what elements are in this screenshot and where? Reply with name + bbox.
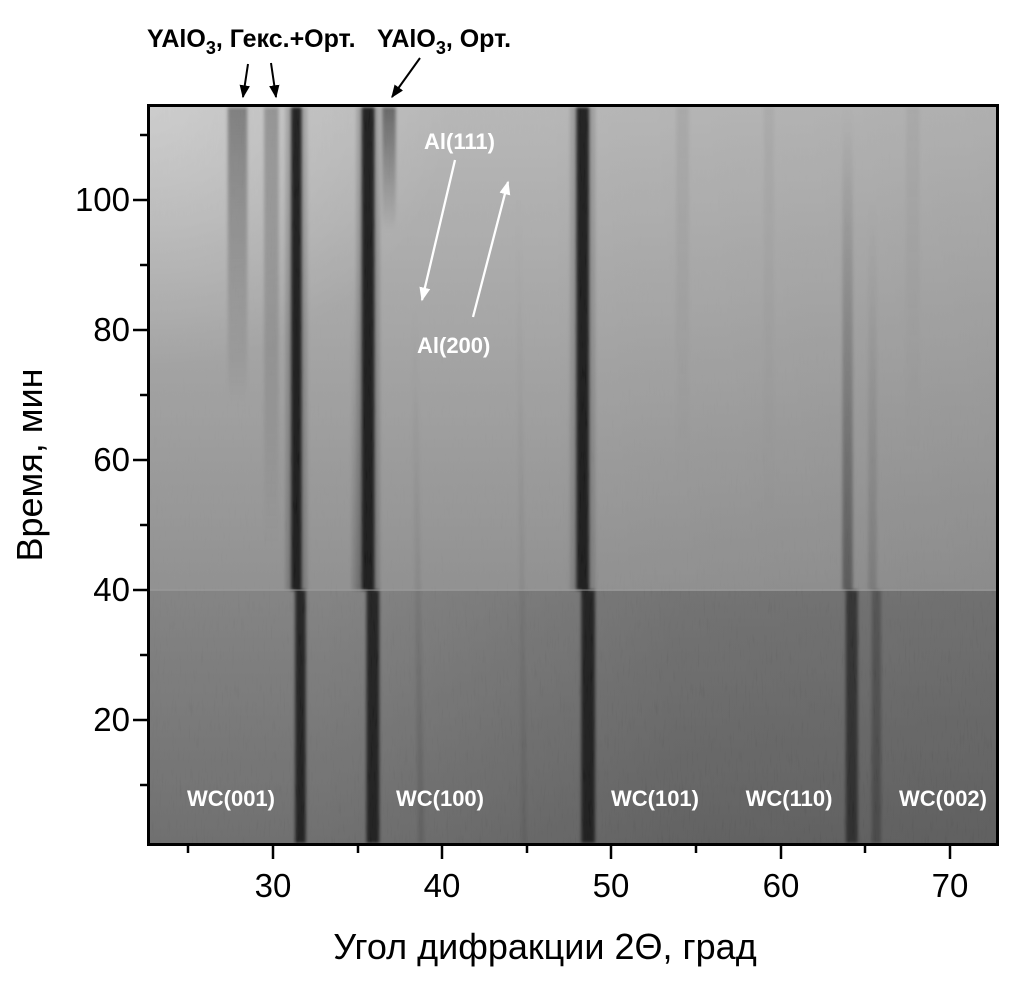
yalo3-hex-arrow-1: [239, 63, 250, 99]
al111-arrow: [419, 159, 457, 302]
yalo3-hex-ort-label: YAlO3, Гекс.+Орт.: [147, 25, 356, 58]
yalo3-hex-arrow-2: [269, 62, 280, 99]
y-axis-title: Время, мин: [9, 368, 50, 561]
yalo3-ort-arrow: [391, 57, 421, 99]
x-tick-labels: 30 40 50 60 70: [255, 867, 969, 904]
wc100-label: WC(100): [396, 786, 484, 811]
wc001-label: WC(001): [187, 786, 275, 811]
x-tick-label: 40: [424, 867, 461, 904]
wc002-label: WC(002): [899, 786, 987, 811]
heatmap-plot-area: [150, 107, 996, 843]
wc-peak-labels: WC(001) WC(100) WC(101) WC(110) WC(002): [187, 786, 987, 811]
al200-label: Al(200): [417, 333, 490, 358]
wc101-label: WC(101): [611, 786, 699, 811]
y-tick-label: 100: [75, 181, 130, 218]
detector-noise-texture: [150, 107, 996, 843]
yalo3-ort-label: YAlO3, Орт.: [377, 25, 511, 58]
x-tick-label: 30: [255, 867, 292, 904]
al200-arrow: [471, 180, 511, 318]
x-axis-ticks: [186, 845, 952, 859]
x-tick-label: 70: [932, 867, 969, 904]
x-tick-label: 60: [763, 867, 800, 904]
y-tick-label: 20: [93, 701, 130, 738]
plot-frame: [147, 104, 999, 846]
y-tick-label: 60: [93, 441, 130, 478]
y-axis-ticks: [133, 133, 147, 787]
x-axis-title: Угол дифракции 2Θ, град: [333, 926, 756, 967]
y-tick-label: 80: [93, 311, 130, 348]
yalo3-annotations: YAlO3, Гекс.+Орт. YAlO3, Орт.: [147, 25, 511, 99]
x-tick-label: 50: [593, 867, 630, 904]
al111-label: Al(111): [424, 129, 495, 154]
y-tick-label: 40: [93, 571, 130, 608]
y-tick-labels: 20 40 60 80 100: [75, 181, 130, 738]
wc110-label: WC(110): [746, 786, 833, 811]
aluminium-annotations: Al(111) Al(200): [417, 129, 511, 358]
